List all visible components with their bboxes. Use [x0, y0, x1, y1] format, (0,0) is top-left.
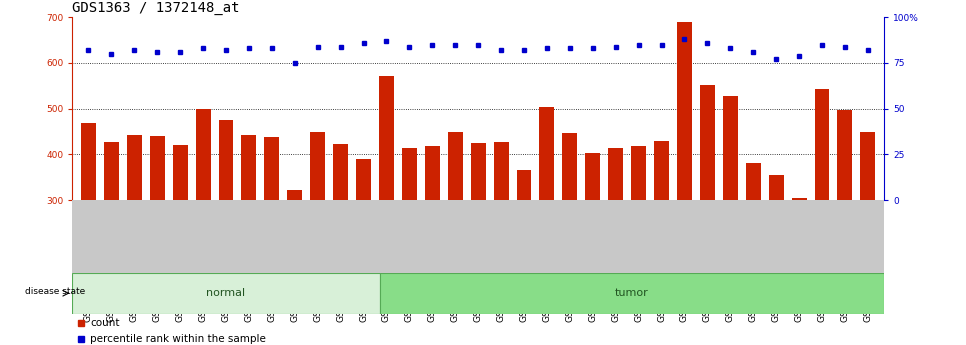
Text: tumor: tumor [615, 288, 648, 298]
Bar [585, 152, 600, 200]
Bar [127, 135, 142, 200]
Bar [609, 148, 623, 200]
Bar [631, 146, 646, 200]
Bar [700, 85, 715, 200]
Bar [218, 120, 234, 200]
Bar [517, 170, 531, 200]
Bar [287, 190, 302, 200]
Bar [448, 131, 463, 200]
Text: disease state: disease state [25, 287, 86, 296]
Bar [838, 110, 852, 200]
Text: percentile rank within the sample: percentile rank within the sample [90, 334, 267, 344]
Bar [196, 109, 211, 200]
Bar [562, 133, 578, 200]
Bar [104, 141, 119, 200]
Bar [654, 141, 669, 200]
Bar [677, 22, 692, 200]
Bar [861, 131, 875, 200]
Bar [723, 96, 738, 200]
Bar [333, 144, 348, 200]
Bar [425, 146, 440, 200]
Bar [150, 136, 165, 200]
Bar [380, 273, 884, 314]
Bar [356, 159, 371, 200]
Bar [769, 175, 783, 200]
Bar [242, 135, 256, 200]
Text: count: count [90, 318, 120, 328]
Bar [72, 273, 380, 314]
Bar [746, 162, 760, 200]
Bar [494, 141, 508, 200]
Text: normal: normal [207, 288, 245, 298]
Bar [402, 148, 417, 200]
Text: GDS1363 / 1372148_at: GDS1363 / 1372148_at [72, 1, 240, 15]
Bar [791, 198, 807, 200]
Bar [814, 89, 830, 200]
Bar [173, 145, 187, 200]
Bar [81, 123, 96, 200]
Bar [379, 76, 394, 200]
Bar [470, 143, 486, 200]
Bar [539, 107, 554, 200]
Bar [310, 132, 326, 200]
Bar [265, 137, 279, 200]
